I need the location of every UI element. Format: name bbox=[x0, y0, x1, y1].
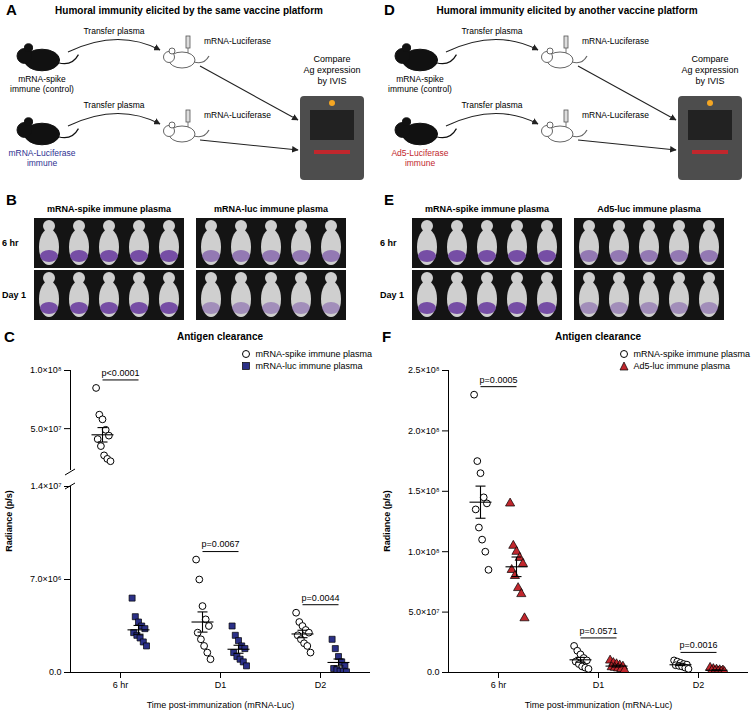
svg-text:mRNA-Luciferase: mRNA-Luciferase bbox=[204, 110, 271, 120]
svg-text:1.0×10⁸: 1.0×10⁸ bbox=[408, 547, 440, 557]
svg-text:p<0.0001: p<0.0001 bbox=[102, 368, 140, 378]
svg-text:mRNA-spike immune plasma: mRNA-spike immune plasma bbox=[425, 204, 550, 214]
svg-text:2.0×10⁸: 2.0×10⁸ bbox=[408, 426, 440, 436]
svg-text:6 hr: 6 hr bbox=[113, 680, 129, 690]
svg-text:Humoral immunity elicited by a: Humoral immunity elicited by another vac… bbox=[436, 5, 697, 16]
svg-text:by IVIS: by IVIS bbox=[695, 76, 724, 86]
svg-text:A: A bbox=[6, 1, 17, 18]
svg-text:immune: immune bbox=[405, 158, 436, 168]
svg-text:mRNA-Luciferase: mRNA-Luciferase bbox=[204, 36, 271, 46]
svg-text:p=0.0016: p=0.0016 bbox=[680, 640, 718, 650]
svg-text:mRNA-spike: mRNA-spike bbox=[18, 74, 66, 84]
svg-text:Transfer plasma: Transfer plasma bbox=[83, 26, 144, 36]
svg-text:Radiance (p/s): Radiance (p/s) bbox=[4, 490, 14, 552]
svg-text:Antigen clearance: Antigen clearance bbox=[177, 331, 264, 342]
svg-text:6 hr: 6 hr bbox=[491, 680, 507, 690]
svg-text:Ad5-luc immune plasma: Ad5-luc immune plasma bbox=[597, 204, 702, 214]
svg-text:1.5×10⁸: 1.5×10⁸ bbox=[408, 486, 440, 496]
svg-text:B: B bbox=[6, 191, 17, 208]
svg-text:D2: D2 bbox=[315, 680, 327, 690]
svg-text:1.0×10⁸: 1.0×10⁸ bbox=[30, 365, 62, 375]
svg-text:E: E bbox=[384, 191, 394, 208]
svg-text:mRNA-Luciferase: mRNA-Luciferase bbox=[582, 110, 649, 120]
svg-text:mRNA-spike immune plasma: mRNA-spike immune plasma bbox=[47, 204, 172, 214]
svg-text:Transfer plasma: Transfer plasma bbox=[461, 26, 522, 36]
svg-text:Ad5-Luciferase: Ad5-Luciferase bbox=[391, 148, 448, 158]
svg-text:Ag expression: Ag expression bbox=[303, 65, 360, 75]
html-text:mRNA-luc immune plasma: mRNA-luc immune plasma bbox=[255, 361, 363, 371]
svg-text:Compare: Compare bbox=[313, 54, 350, 64]
svg-text:Transfer plasma: Transfer plasma bbox=[83, 100, 144, 110]
svg-text:5.0×10⁷: 5.0×10⁷ bbox=[408, 607, 439, 617]
svg-text:mRNA-luc immune plasma: mRNA-luc immune plasma bbox=[214, 204, 329, 214]
svg-text:C: C bbox=[4, 328, 15, 345]
svg-text:D: D bbox=[384, 1, 395, 18]
svg-text:5.0×10⁷: 5.0×10⁷ bbox=[30, 424, 61, 434]
svg-text:2.5×10⁸: 2.5×10⁸ bbox=[408, 365, 440, 375]
svg-text:7.0×10⁶: 7.0×10⁶ bbox=[30, 574, 62, 584]
svg-text:mRNA-spike: mRNA-spike bbox=[396, 74, 444, 84]
svg-text:p=0.0044: p=0.0044 bbox=[302, 593, 340, 603]
svg-text:Compare: Compare bbox=[691, 54, 728, 64]
svg-text:D1: D1 bbox=[215, 680, 227, 690]
html-text:mRNA-spike immune plasma: mRNA-spike immune plasma bbox=[633, 349, 750, 359]
svg-text:immune (control): immune (control) bbox=[388, 84, 452, 94]
svg-text:Transfer plasma: Transfer plasma bbox=[461, 100, 522, 110]
svg-text:D2: D2 bbox=[693, 680, 705, 690]
svg-text:Time post-immunization (mRNA-L: Time post-immunization (mRNA-Luc) bbox=[147, 700, 295, 710]
svg-text:0.0: 0.0 bbox=[49, 667, 62, 677]
html-text:mRNA-spike immune plasma: mRNA-spike immune plasma bbox=[255, 349, 372, 359]
svg-text:0.0: 0.0 bbox=[427, 667, 440, 677]
svg-text:6 hr: 6 hr bbox=[2, 238, 19, 248]
svg-text:Day 1: Day 1 bbox=[2, 290, 26, 300]
svg-text:p=0.0005: p=0.0005 bbox=[480, 375, 518, 385]
svg-text:F: F bbox=[382, 328, 391, 345]
svg-text:Antigen clearance: Antigen clearance bbox=[555, 331, 642, 342]
svg-text:by IVIS: by IVIS bbox=[317, 76, 346, 86]
html-text:Ad5-luc immune plasma: Ad5-luc immune plasma bbox=[633, 361, 730, 371]
svg-text:Humoral immunity elicited by t: Humoral immunity elicited by the same va… bbox=[55, 5, 323, 16]
svg-text:6 hr: 6 hr bbox=[380, 238, 397, 248]
svg-text:Ag expression: Ag expression bbox=[681, 65, 738, 75]
svg-text:immune: immune bbox=[27, 158, 58, 168]
svg-text:immune (control): immune (control) bbox=[10, 84, 74, 94]
svg-text:Time post-immunization (mRNA-L: Time post-immunization (mRNA-Luc) bbox=[525, 700, 673, 710]
svg-text:mRNA-Luciferase: mRNA-Luciferase bbox=[582, 36, 649, 46]
svg-text:Day 1: Day 1 bbox=[380, 290, 404, 300]
svg-text:Radiance (p/s): Radiance (p/s) bbox=[382, 490, 392, 552]
svg-text:mRNA-Luciferase: mRNA-Luciferase bbox=[8, 148, 75, 158]
svg-text:p=0.0571: p=0.0571 bbox=[580, 626, 618, 636]
svg-text:D1: D1 bbox=[593, 680, 605, 690]
svg-text:p=0.0067: p=0.0067 bbox=[202, 539, 240, 549]
svg-text:1.4×10⁷: 1.4×10⁷ bbox=[30, 481, 61, 491]
